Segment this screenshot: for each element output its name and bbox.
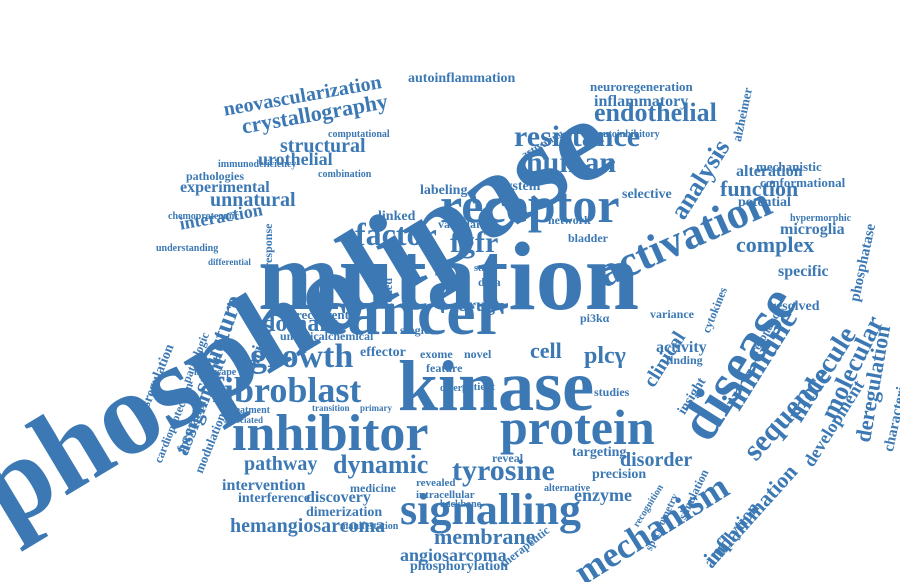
word-encoded: encoded [381, 278, 395, 320]
word-function: function [720, 176, 799, 201]
word-treatment: treatment [228, 405, 271, 416]
word-immunodeficiency: immunodeficiency [218, 159, 297, 170]
word-novel: novel [464, 347, 492, 361]
word-understanding: understanding [156, 243, 219, 254]
word-microglia: microglia [780, 221, 845, 238]
word-response: response [261, 223, 275, 268]
word-angiosarcoma: angiosarcoma [400, 545, 507, 565]
word-kinase: kinase [398, 346, 595, 426]
word-human: human [526, 146, 617, 179]
word-fgfr: fgfr [450, 226, 499, 259]
word-primary: primary [360, 403, 392, 413]
word-inhibitor: inhibitor [232, 405, 429, 462]
word-network: network [548, 213, 591, 227]
word-pathway: pathway [244, 453, 318, 475]
word-transition: transition [312, 403, 350, 413]
word-inflammatory: inflammatory [594, 93, 689, 110]
word-computational: computational [328, 129, 390, 140]
word-urothelial: urothelial [258, 149, 333, 169]
word-backbone: backbone [440, 499, 482, 510]
word-mutation: mutation [258, 223, 640, 331]
word-bladder: bladder [568, 231, 609, 245]
word-potential: potential [738, 195, 791, 210]
word-fibroblast: fibroblast [212, 370, 362, 410]
word-protein: protein [500, 399, 655, 455]
word-receptor: receptor [440, 177, 620, 233]
word-phosphorylation: phosphorylation [410, 559, 509, 574]
word-associated: associated [224, 415, 263, 425]
word-cell: cell [530, 338, 562, 363]
word-hemangiosarcoma: hemangiosarcoma [230, 515, 386, 537]
word-medicine: medicine [350, 481, 396, 495]
word-targeting: targeting [572, 445, 627, 460]
word-diverse: diverse [440, 383, 471, 394]
word-selective: selective [622, 187, 672, 202]
word-landscape: landscape [194, 367, 237, 378]
word-signalling: signalling [400, 485, 581, 534]
word-unnatural: unnatural [210, 189, 296, 211]
word-linked: linked [378, 209, 416, 224]
word-factor: factor [355, 216, 437, 252]
word-finding: finding [666, 353, 703, 367]
word-disorder: disorder [620, 449, 693, 471]
word-effector: effector [360, 345, 406, 360]
word-manifestation: manifestation [340, 521, 399, 532]
word-study: study [474, 263, 498, 274]
word-drug: drug [458, 295, 496, 315]
word-endothelial: endothelial [594, 98, 717, 127]
word-interference: interference [238, 491, 311, 506]
word-exome: exome [420, 347, 453, 361]
word-domain: domain [262, 311, 340, 337]
word-umbilicalchemical: umbilicalchemical [280, 329, 374, 343]
word-membrane: membrane [434, 524, 536, 549]
word-patient: patient [462, 381, 495, 393]
word-revealed: revealed [416, 477, 456, 489]
word-vascular: vascular [438, 217, 482, 231]
word-resistance: resistance [514, 120, 641, 153]
word-autoinhibitory: autoinhibitory [598, 129, 660, 140]
word-differential: differential [208, 257, 251, 267]
word-combination: combination [318, 169, 372, 180]
word-pi3ka: pi3kα [580, 311, 610, 325]
word-recurrent: recurrent [296, 307, 349, 322]
word-tyrosine: tyrosine [452, 454, 555, 487]
word-studies: studies [594, 385, 630, 399]
word-alternative: alternative [544, 483, 591, 494]
word-conformational: conformational [760, 175, 846, 190]
word-complex: complex [736, 232, 815, 257]
word-reveal: reveal [492, 451, 524, 465]
word-specific: specific [778, 263, 829, 280]
word-labeling: labeling [420, 183, 468, 198]
word-hypermorphic: hypermorphic [790, 213, 852, 224]
word-variance: variance [650, 307, 694, 321]
word-dynamic: dynamic [333, 450, 429, 479]
word-activity: activity [656, 339, 707, 356]
word-dimerization: dimerization [306, 505, 383, 520]
word-discovery: discovery [306, 489, 371, 506]
word-system: system [500, 179, 541, 194]
word-single: single [400, 323, 430, 337]
word-phosphatase: phosphatase [847, 222, 880, 304]
word-mechanistic: mechanistic [756, 159, 822, 174]
word-alteration: alteration [736, 163, 803, 180]
word-alzheimer: alzheimer [729, 86, 756, 143]
word-data: data [478, 275, 501, 289]
word-chemoproteomic: chemoproteomic [168, 211, 239, 222]
word-cancer: cancer [318, 276, 505, 349]
word-growth: growth [250, 338, 354, 375]
word-autoinflammation: autoinflammation [408, 71, 516, 86]
word-neuroregeneration: neuroregeneration [590, 79, 693, 94]
word-enzyme: enzyme [574, 485, 632, 505]
word-feature: feature [426, 361, 463, 375]
word-intracellular: intracellular [416, 489, 475, 501]
word-plcy: plcγ [584, 343, 626, 369]
word-pathologies: pathologies [186, 169, 245, 183]
word-precision: precision [592, 467, 647, 482]
word-intervention: intervention [222, 477, 306, 494]
word-resolved: resolved [770, 299, 820, 314]
word-experimental: experimental [180, 179, 270, 196]
word-structural: structural [280, 135, 366, 157]
